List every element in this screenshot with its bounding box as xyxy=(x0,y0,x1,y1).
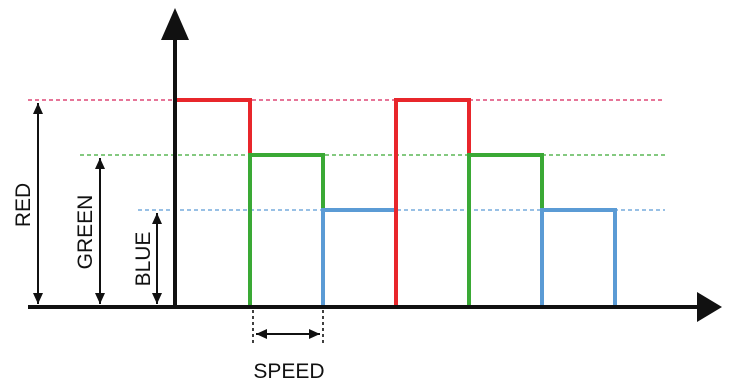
pulse-train xyxy=(175,98,617,305)
green-pulse xyxy=(248,153,325,305)
y-axis-arrow-icon xyxy=(161,8,189,40)
red-pulse xyxy=(175,98,252,305)
green-pulse xyxy=(467,153,544,305)
x-axis-arrow-icon xyxy=(697,292,722,322)
red-label: RED xyxy=(12,183,35,227)
blue-label: BLUE xyxy=(132,232,155,287)
red-pulse xyxy=(394,98,471,305)
blue-pulse xyxy=(321,208,398,305)
speed-label: SPEED xyxy=(253,360,324,382)
blue-pulse xyxy=(540,208,617,305)
green-label: GREEN xyxy=(74,195,97,270)
